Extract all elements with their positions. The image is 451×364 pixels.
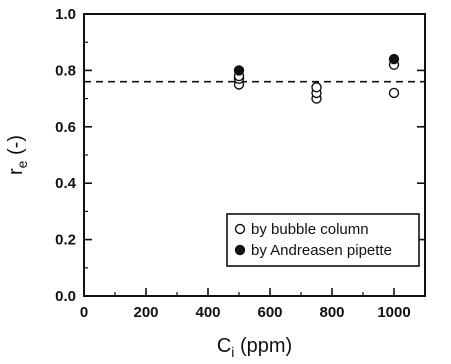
- x-tick-label: 400: [195, 304, 220, 321]
- y-tick-labels: 0.0 0.2 0.4 0.6 0.8 1.0: [55, 6, 77, 305]
- y-tick-label: 0.2: [55, 232, 76, 249]
- x-tick-label: 600: [257, 304, 282, 321]
- x-axis-title-subscript: i: [231, 344, 234, 360]
- legend: by bubble column by Andreasen pipette: [226, 213, 420, 267]
- x-axis-title: Ci (ppm): [217, 335, 292, 360]
- data-point-andreasen-pipette: [233, 65, 245, 76]
- y-axis-title: re (-): [5, 135, 30, 175]
- y-tick-label: 0.8: [55, 62, 76, 79]
- x-tick-labels: 0 200 400 600 800 1000: [80, 304, 411, 321]
- legend-marker-filled-circle: [234, 244, 246, 256]
- y-axis-title-subscript: e: [14, 160, 30, 168]
- legend-label-andreasen-pipette: by Andreasen pipette: [251, 242, 392, 259]
- y-axis-title-main: r: [5, 168, 27, 175]
- x-tick-label: 200: [133, 304, 158, 321]
- x-axis-title-unit: (ppm): [234, 335, 292, 357]
- data-point-bubble-column: [311, 82, 322, 93]
- y-tick-label: 0.4: [55, 175, 77, 192]
- x-axis-title-main: C: [217, 335, 231, 357]
- x-tick-label: 800: [319, 304, 344, 321]
- x-tick-label: 0: [80, 304, 88, 321]
- plot-frame: [83, 13, 426, 297]
- data-points: [233, 53, 400, 104]
- data-point-andreasen-pipette: [388, 53, 400, 65]
- legend-marker-open-circle: [234, 223, 246, 235]
- y-axis-title-unit: (-): [5, 135, 27, 161]
- legend-label-bubble-column: by bubble column: [251, 221, 369, 238]
- legend-box: [226, 213, 420, 267]
- x-tick-label: 1000: [377, 304, 410, 321]
- y-tick-label: 0.6: [55, 119, 76, 136]
- y-tick-label: 0.0: [55, 288, 76, 305]
- data-point-bubble-column: [388, 87, 400, 99]
- y-tick-label: 1.0: [55, 6, 76, 23]
